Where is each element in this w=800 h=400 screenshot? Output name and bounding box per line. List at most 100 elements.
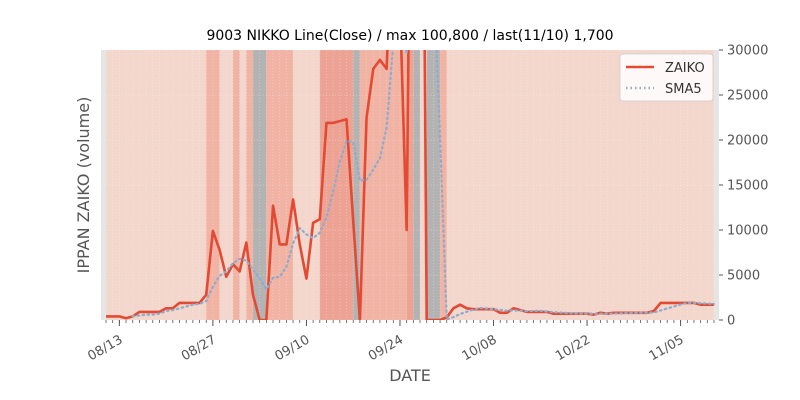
data-point-sma5 [687,302,688,303]
data-point-sma5 [526,311,527,312]
x-axis: 08/13 08/27 09/10 09/24 10/08 10/22 11/05 [85,320,715,364]
data-point-zaiko [506,312,507,313]
data-point-sma5 [132,316,133,317]
data-point-sma5 [473,309,474,310]
data-point-zaiko [246,242,247,243]
data-point-zaiko [145,311,146,312]
data-point-zaiko [166,308,167,309]
y-tick-label: 20000 [727,134,768,149]
data-point-zaiko [346,119,347,120]
data-point-zaiko [366,117,367,118]
data-point-sma5 [460,313,461,314]
x-tick-label: 11/05 [647,332,687,364]
y-tick-label: 5000 [727,269,760,284]
y-tick-label: 10000 [727,224,768,239]
data-point-zaiko [139,311,140,312]
data-point-sma5 [313,238,314,239]
background-band [440,50,447,320]
data-point-sma5 [399,20,400,21]
data-point-zaiko [653,310,654,311]
data-point-sma5 [319,232,320,233]
data-point-zaiko [105,316,106,317]
legend-label-zaiko: ZAIKO [665,61,705,76]
y-axis-label: IPPAN ZAIKO (volume) [74,97,93,274]
y-tick-label: 15000 [727,179,768,194]
data-point-sma5 [707,303,708,304]
data-point-sma5 [366,179,367,180]
data-point-sma5 [266,289,267,290]
data-point-zaiko [279,244,280,245]
data-point-sma5 [453,317,454,318]
data-point-zaiko [159,311,160,312]
data-point-zaiko [306,278,307,279]
data-point-sma5 [152,314,153,315]
background-band [232,50,240,320]
x-tick-label: 09/24 [366,332,406,364]
data-point-zaiko [339,121,340,122]
data-point-sma5 [145,314,146,315]
data-point-zaiko [379,59,380,60]
data-point-zaiko [292,199,293,200]
data-point-sma5 [179,308,180,309]
data-point-sma5 [593,313,594,314]
y-tick-label: 25000 [727,89,768,104]
data-point-sma5 [600,313,601,314]
data-point-zaiko [667,302,668,303]
background-band [359,50,407,320]
data-point-sma5 [172,310,173,311]
data-point-zaiko [373,68,374,69]
data-point-sma5 [606,313,607,314]
data-point-zaiko [252,294,253,295]
data-point-zaiko [406,229,407,230]
data-point-zaiko [272,205,273,206]
data-point-sma5 [553,312,554,313]
data-point-zaiko [680,302,681,303]
data-point-zaiko [333,122,334,123]
data-point-sma5 [640,312,641,313]
data-point-sma5 [186,306,187,307]
data-point-sma5 [206,301,207,302]
data-point-sma5 [359,180,360,181]
data-point-zaiko [239,271,240,272]
data-point-sma5 [673,306,674,307]
x-axis-label: DATE [389,366,431,385]
data-point-sma5 [232,263,233,264]
data-point-zaiko [299,244,300,245]
background-band [266,50,294,320]
background-band [426,50,441,320]
data-point-sma5 [506,310,507,311]
data-point-zaiko [206,294,207,295]
data-point-zaiko [219,249,220,250]
data-point-zaiko [466,308,467,309]
data-point-sma5 [660,310,661,311]
data-point-sma5 [566,312,567,313]
data-point-sma5 [493,309,494,310]
x-tick-label: 08/27 [179,332,219,364]
series-line-sma5 [131,50,716,320]
x-tick-label: 09/10 [272,332,312,364]
data-point-sma5 [546,311,547,312]
data-point-zaiko [513,308,514,309]
data-point-zaiko [399,4,400,5]
data-point-zaiko [125,318,126,319]
background-band [246,50,253,320]
data-point-zaiko [172,308,173,309]
data-point-zaiko [186,302,187,303]
data-point-sma5 [620,313,621,314]
data-point-sma5 [226,271,227,272]
background-band [252,50,267,320]
y-tick-label: 30000 [727,44,768,59]
data-point-sma5 [586,313,587,314]
data-point-sma5 [580,313,581,314]
data-point-sma5 [627,312,628,313]
data-point-zaiko [119,316,120,317]
data-point-sma5 [540,310,541,311]
x-tick-label: 10/22 [553,332,593,364]
data-point-sma5 [573,313,574,314]
data-point-zaiko [112,316,113,317]
data-point-zaiko [673,302,674,303]
data-point-sma5 [286,266,287,267]
legend-label-sma5: SMA5 [665,82,702,97]
data-point-sma5 [700,303,701,304]
